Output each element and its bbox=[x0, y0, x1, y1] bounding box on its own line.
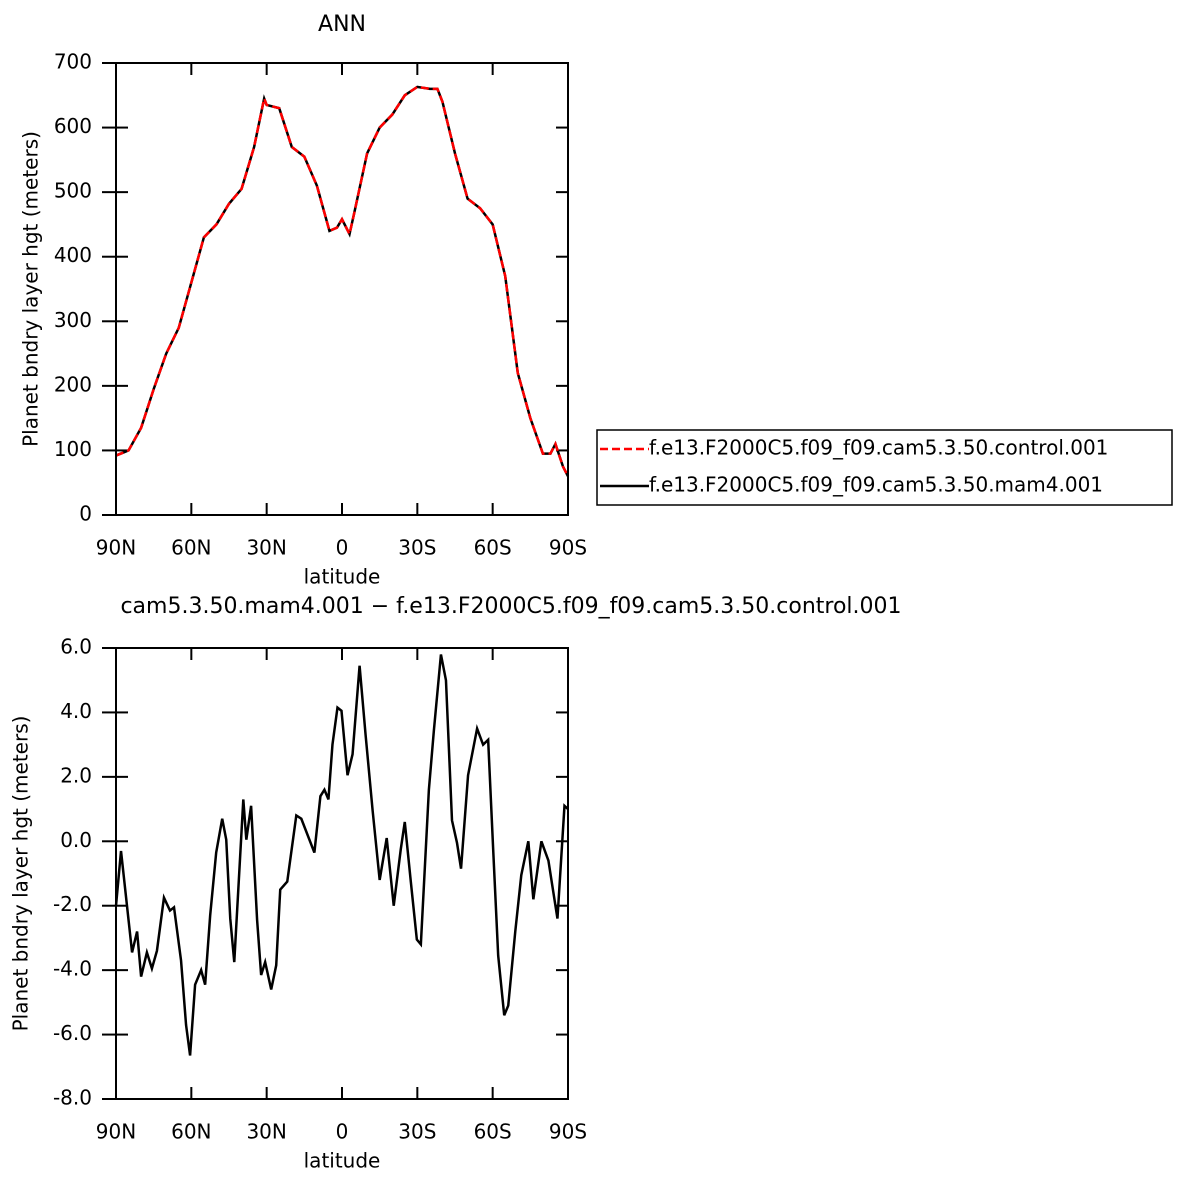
y-tick-label: 600 bbox=[54, 114, 92, 138]
plot-frame bbox=[115, 647, 569, 1100]
y-tick-label: 200 bbox=[54, 372, 92, 396]
y-tick-label: -6.0 bbox=[53, 1021, 92, 1045]
legend-box bbox=[596, 429, 1173, 506]
y-axis-label: Planet bndry layer hgt (meters) bbox=[9, 716, 33, 1032]
x-tick-label: 90S bbox=[549, 536, 587, 560]
chart-title: cam5.3.50.mam4.001 − f.e13.F2000C5.f09_f… bbox=[120, 594, 901, 619]
y-tick-label: 700 bbox=[54, 50, 92, 74]
data-line bbox=[115, 85, 570, 477]
y-tick-label: 6.0 bbox=[60, 635, 92, 659]
y-tick-label: -2.0 bbox=[53, 892, 92, 916]
x-tick-label: 90N bbox=[96, 536, 136, 560]
y-tick-label: 500 bbox=[54, 179, 92, 203]
x-tick-label: 30N bbox=[246, 536, 286, 560]
y-tick-label: 400 bbox=[54, 243, 92, 267]
y-tick-label: -8.0 bbox=[53, 1086, 92, 1110]
plot-frame bbox=[115, 62, 569, 516]
y-tick-label: 4.0 bbox=[60, 699, 92, 723]
y-tick-label: 0.0 bbox=[60, 828, 92, 852]
x-tick-label: 60S bbox=[474, 1120, 512, 1144]
y-tick-label: 0 bbox=[79, 502, 92, 526]
data-line bbox=[115, 85, 570, 477]
data-line bbox=[114, 654, 569, 1056]
x-tick-label: 60N bbox=[171, 536, 211, 560]
x-tick-label: 30N bbox=[246, 1120, 286, 1144]
y-tick-label: 2.0 bbox=[60, 763, 92, 787]
y-tick-label: -4.0 bbox=[53, 957, 92, 981]
x-tick-label: 30S bbox=[398, 1120, 436, 1144]
x-axis-label: latitude bbox=[304, 565, 381, 589]
y-tick-label: 100 bbox=[54, 437, 92, 461]
legend-label: f.e13.F2000C5.f09_f09.cam5.3.50.mam4.001 bbox=[649, 473, 1103, 497]
x-tick-label: 60N bbox=[171, 1120, 211, 1144]
x-tick-label: 30S bbox=[398, 536, 436, 560]
chart-title: ANN bbox=[318, 12, 366, 37]
x-tick-label: 0 bbox=[336, 536, 349, 560]
y-tick-label: 300 bbox=[54, 308, 92, 332]
x-tick-label: 90N bbox=[96, 1120, 136, 1144]
x-tick-label: 0 bbox=[336, 1120, 349, 1144]
y-axis-label: Planet bndry layer hgt (meters) bbox=[19, 131, 43, 447]
x-tick-label: 90S bbox=[549, 1120, 587, 1144]
x-tick-label: 60S bbox=[474, 536, 512, 560]
legend-label: f.e13.F2000C5.f09_f09.cam5.3.50.control.… bbox=[649, 436, 1108, 460]
x-axis-label: latitude bbox=[304, 1149, 381, 1173]
